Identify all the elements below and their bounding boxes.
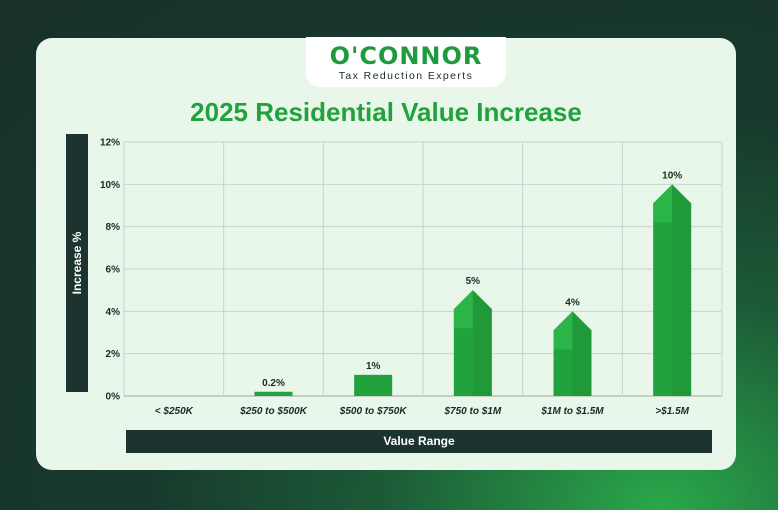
y-tick-label: 10% [100, 180, 120, 191]
y-tick-label: 12% [100, 138, 120, 149]
bar-shade [572, 311, 592, 396]
x-tick-label: >$1.5M [655, 406, 689, 417]
bar [254, 391, 293, 396]
data-label: 5% [466, 276, 481, 287]
x-tick-label: $1M to $1.5M [540, 406, 604, 417]
y-tick-label: 8% [106, 222, 121, 233]
y-tick-label: 4% [106, 307, 121, 318]
logo: O'CONNOR Tax Reduction Experts [306, 37, 506, 87]
x-tick-label: < $250K [155, 406, 194, 417]
y-tick-label: 6% [106, 265, 121, 276]
logo-name: O'CONNOR [329, 42, 483, 70]
data-label: 4% [565, 297, 580, 308]
bar-shade [472, 290, 492, 396]
bar-highlight [653, 184, 673, 223]
bar-highlight [553, 311, 573, 350]
bar-highlight [453, 290, 473, 329]
bar [354, 374, 393, 396]
bar [653, 184, 692, 396]
x-tick-label: $500 to $750K [339, 406, 407, 417]
data-label: 0.2% [262, 378, 285, 389]
y-axis-label-box: Increase % [66, 134, 88, 392]
y-tick-label: 0% [106, 392, 121, 403]
y-tick-label: 2% [106, 349, 121, 360]
data-label: 1% [366, 361, 381, 372]
chart-card: O'CONNOR Tax Reduction Experts 2025 Resi… [36, 37, 736, 470]
x-tick-label: $250 to $500K [239, 406, 307, 417]
bar-shade [672, 184, 692, 396]
x-axis-label: Value Range [126, 430, 712, 453]
data-label: 10% [662, 170, 682, 181]
chart-title: 2025 Residential Value Increase [190, 97, 582, 127]
logo-tagline: Tax Reduction Experts [338, 70, 474, 82]
x-tick-label: $750 to $1M [443, 406, 501, 417]
